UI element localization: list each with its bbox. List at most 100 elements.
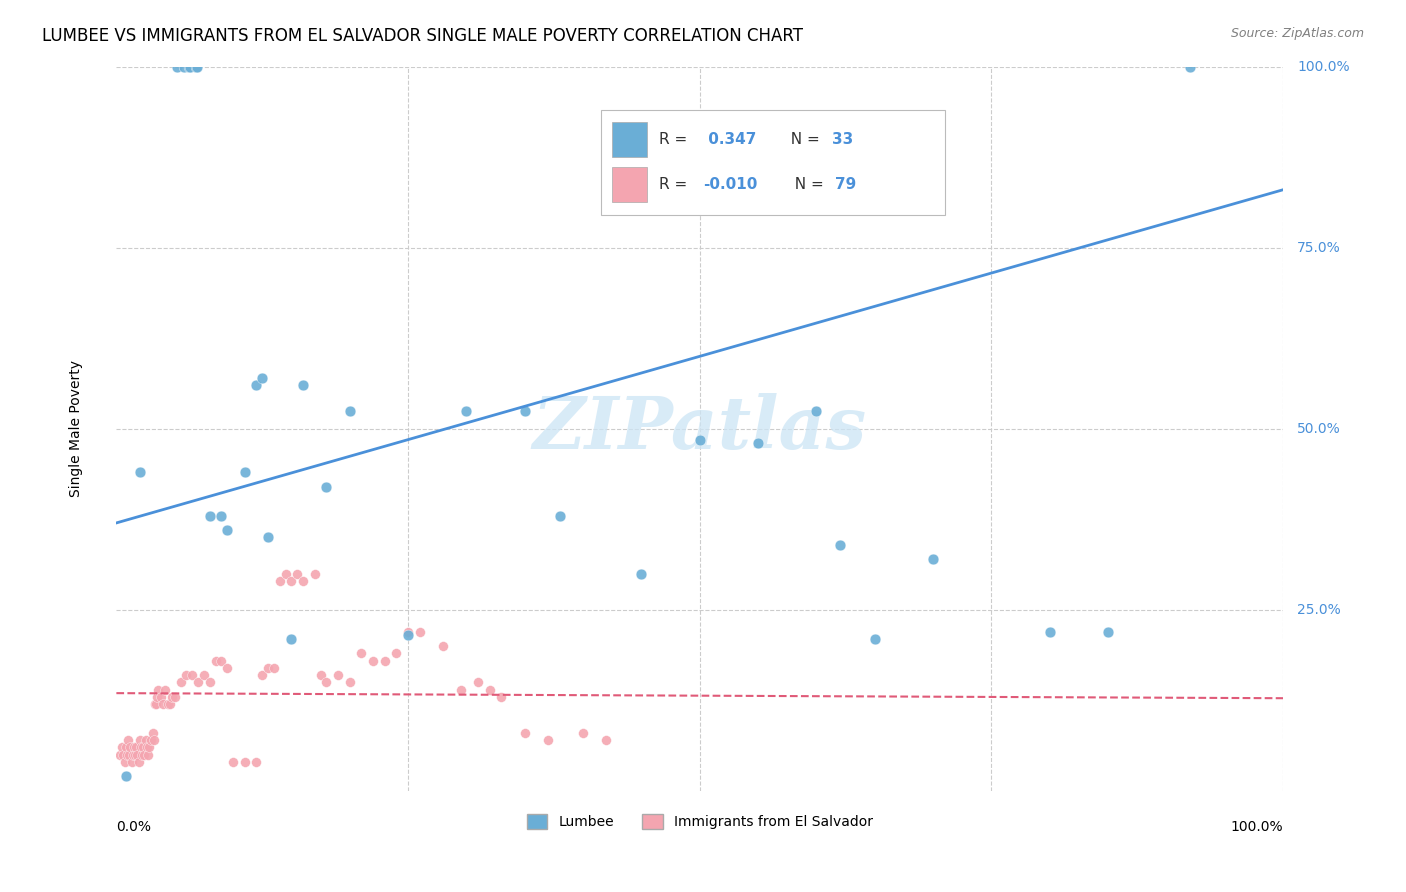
Text: 100.0%: 100.0% <box>1298 60 1350 74</box>
Point <box>274 566 297 581</box>
Point <box>166 60 188 74</box>
Point <box>245 755 267 769</box>
Point <box>129 740 152 755</box>
Text: R =: R = <box>659 132 692 147</box>
Text: Single Male Poverty: Single Male Poverty <box>69 360 83 497</box>
Point <box>204 654 226 668</box>
Point <box>186 60 208 74</box>
Point <box>548 508 571 523</box>
Point <box>141 733 163 747</box>
Point <box>222 755 245 769</box>
Point <box>142 733 165 747</box>
Point <box>257 530 280 544</box>
Point <box>162 690 184 704</box>
Point <box>148 682 170 697</box>
Point <box>863 632 886 646</box>
Point <box>1097 624 1119 639</box>
Point <box>491 690 513 704</box>
Point <box>806 403 828 417</box>
Point <box>163 690 186 704</box>
Point <box>138 740 160 755</box>
Point <box>292 378 315 392</box>
Point <box>141 726 163 740</box>
Text: 0.0%: 0.0% <box>117 820 152 834</box>
Text: LUMBEE VS IMMIGRANTS FROM EL SALVADOR SINGLE MALE POVERTY CORRELATION CHART: LUMBEE VS IMMIGRANTS FROM EL SALVADOR SI… <box>42 27 803 45</box>
Point <box>108 747 131 762</box>
Point <box>252 371 274 385</box>
Text: R =: R = <box>659 178 692 192</box>
Point <box>217 661 239 675</box>
Point <box>467 675 489 690</box>
Point <box>922 552 945 566</box>
Point <box>315 480 337 494</box>
Point <box>245 378 267 392</box>
Point <box>117 733 139 747</box>
Point <box>127 747 149 762</box>
Point <box>136 747 159 762</box>
Point <box>339 675 361 690</box>
Point <box>689 433 711 447</box>
Point <box>478 682 501 697</box>
Point <box>143 697 166 711</box>
Point <box>374 654 396 668</box>
Point <box>396 624 419 639</box>
Point <box>152 697 174 711</box>
Point <box>135 740 157 755</box>
FancyBboxPatch shape <box>600 110 945 215</box>
Point <box>450 682 472 697</box>
Point <box>149 690 172 704</box>
Point <box>121 747 143 762</box>
Point <box>115 747 138 762</box>
Legend: Lumbee, Immigrants from El Salvador: Lumbee, Immigrants from El Salvador <box>522 809 879 835</box>
Point <box>128 755 150 769</box>
Point <box>125 740 148 755</box>
Point <box>269 574 291 588</box>
Point <box>217 523 239 537</box>
Text: ZIPatlas: ZIPatlas <box>533 393 868 464</box>
Point <box>1178 60 1201 74</box>
Text: 0.347: 0.347 <box>703 132 756 147</box>
Text: 33: 33 <box>831 132 853 147</box>
Point <box>595 733 617 747</box>
Point <box>177 60 200 74</box>
Text: N =: N = <box>782 132 825 147</box>
Point <box>233 755 256 769</box>
Point <box>146 690 169 704</box>
Text: 50.0%: 50.0% <box>1298 422 1341 436</box>
Point <box>326 668 349 682</box>
Point <box>121 755 143 769</box>
Point <box>122 740 145 755</box>
Point <box>630 566 652 581</box>
Point <box>304 566 326 581</box>
Text: N =: N = <box>785 178 828 192</box>
FancyBboxPatch shape <box>612 168 647 202</box>
Point <box>385 646 408 660</box>
Point <box>169 675 191 690</box>
Point <box>128 465 150 479</box>
Point <box>292 574 315 588</box>
Point <box>233 465 256 479</box>
Point <box>198 675 221 690</box>
Text: 100.0%: 100.0% <box>1230 820 1284 834</box>
Text: Source: ZipAtlas.com: Source: ZipAtlas.com <box>1230 27 1364 40</box>
Point <box>572 726 595 740</box>
Point <box>396 628 419 642</box>
Point <box>132 740 155 755</box>
Text: 25.0%: 25.0% <box>1298 603 1341 617</box>
Point <box>187 675 209 690</box>
Point <box>280 574 302 588</box>
Point <box>209 654 232 668</box>
Point <box>181 668 204 682</box>
Point <box>155 682 177 697</box>
Point <box>120 740 142 755</box>
Point <box>828 538 851 552</box>
Point <box>184 60 207 74</box>
Point <box>361 654 384 668</box>
Point <box>114 740 136 755</box>
Point <box>252 668 274 682</box>
Point <box>309 668 332 682</box>
Point <box>131 747 153 762</box>
Point <box>747 436 769 450</box>
Point <box>513 726 536 740</box>
Point <box>193 668 215 682</box>
